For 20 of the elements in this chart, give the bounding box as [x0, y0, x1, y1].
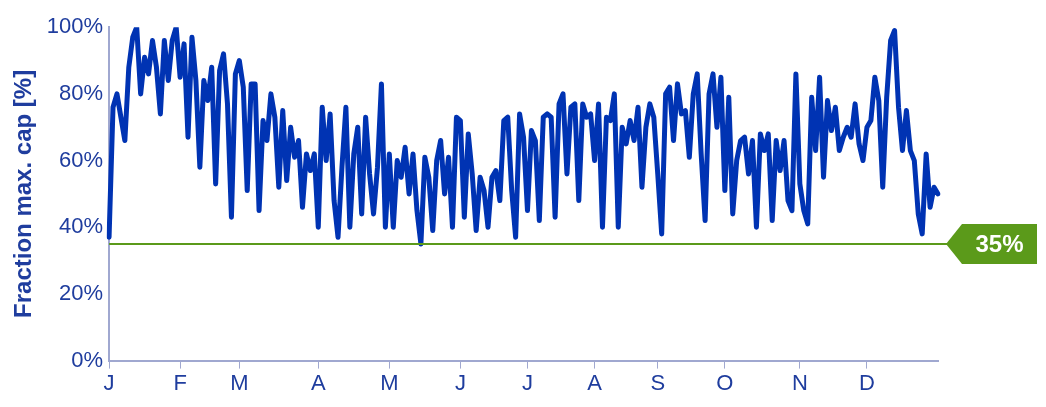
- y-axis-title: Fraction max. cap [%]: [9, 69, 37, 318]
- y-tick-label: 80%: [59, 79, 104, 105]
- x-tick-label: M: [230, 369, 249, 395]
- x-tick-label: M: [380, 369, 399, 395]
- y-tick-label: 0%: [71, 346, 104, 372]
- x-tick-label: A: [587, 369, 603, 395]
- y-tick-label: 60%: [59, 146, 104, 172]
- y-tick-label: 40%: [59, 213, 104, 239]
- x-tick-label: D: [859, 369, 875, 395]
- x-tick-label: S: [650, 369, 666, 395]
- x-tick-label: J: [103, 369, 115, 395]
- y-tick-label: 100%: [46, 13, 104, 39]
- ref-line-label: 35%: [975, 229, 1024, 257]
- x-tick-label: A: [310, 369, 326, 395]
- x-tick-label: O: [716, 369, 734, 395]
- x-tick-label: J: [521, 369, 533, 395]
- x-tick-label: F: [173, 369, 187, 395]
- x-tick-label: J: [454, 369, 466, 395]
- x-tick-label: N: [791, 369, 808, 395]
- y-tick-label: 20%: [59, 279, 104, 305]
